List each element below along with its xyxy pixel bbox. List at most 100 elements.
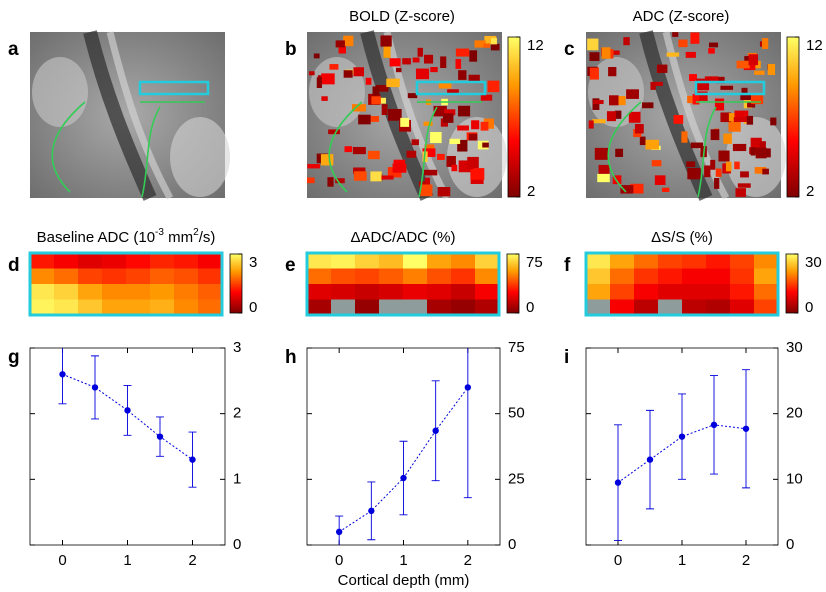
panel-label: g bbox=[8, 347, 20, 368]
activation-blob bbox=[321, 73, 335, 85]
heatmap-cell bbox=[730, 299, 755, 316]
colorbar-tick-label: 2 bbox=[806, 183, 814, 200]
x-tick-label: 1 bbox=[399, 552, 407, 569]
activation-blob bbox=[424, 144, 435, 152]
activation-blob bbox=[480, 94, 493, 101]
heatmap-cell bbox=[475, 253, 500, 269]
y-tick-label: 0 bbox=[508, 536, 516, 553]
activation-blob bbox=[681, 131, 688, 143]
heatmap-cell bbox=[78, 268, 103, 285]
heatmap-cell bbox=[682, 268, 707, 285]
activation-blob bbox=[654, 175, 666, 186]
activation-blob bbox=[710, 129, 720, 141]
heatmap-cell bbox=[78, 284, 103, 300]
sulcus bbox=[83, 30, 157, 201]
activation-blob bbox=[307, 177, 315, 184]
heatmap-cell bbox=[198, 253, 223, 269]
heatmap-cell bbox=[30, 253, 55, 269]
heatmap-cell bbox=[754, 284, 779, 300]
y-tick-label: 0 bbox=[233, 536, 241, 553]
activation-blob bbox=[748, 54, 758, 66]
activation-blob bbox=[672, 32, 679, 37]
data-point bbox=[59, 371, 66, 378]
heatmap-cell bbox=[78, 253, 103, 269]
activation-blob bbox=[642, 102, 654, 109]
data-point bbox=[335, 528, 343, 536]
activation-blob bbox=[381, 175, 394, 180]
activation-blob bbox=[335, 178, 345, 184]
data-point bbox=[91, 384, 99, 391]
heatmap-cell bbox=[355, 253, 380, 269]
heatmap-cell bbox=[475, 284, 500, 300]
heatmap-cell bbox=[379, 268, 404, 285]
panel-label: h bbox=[285, 347, 297, 368]
x-tick-label: 2 bbox=[188, 552, 196, 569]
heatmap-cell bbox=[355, 284, 380, 300]
activation-blob bbox=[608, 67, 617, 77]
activation-blob bbox=[487, 80, 500, 93]
activation-blob bbox=[673, 115, 684, 124]
heatmap-cell bbox=[610, 268, 635, 285]
heatmap-cell bbox=[174, 299, 199, 316]
gyrus bbox=[170, 117, 230, 197]
activation-blob bbox=[615, 148, 624, 157]
activation-blob bbox=[639, 136, 646, 146]
activation-blob bbox=[767, 63, 776, 76]
activation-blob bbox=[446, 155, 456, 167]
activation-blob bbox=[728, 120, 741, 132]
heatmap-cell bbox=[682, 253, 707, 269]
activation-blob bbox=[389, 58, 401, 67]
heatmap-cell bbox=[30, 284, 55, 300]
heatmap-cell bbox=[586, 268, 611, 285]
roi-border bbox=[28, 251, 224, 317]
heatmap-cell bbox=[658, 284, 683, 300]
heatmap-cell bbox=[54, 253, 79, 269]
y-tick-label: 20 bbox=[786, 405, 803, 422]
activation-blob bbox=[740, 171, 749, 178]
activation-blob bbox=[430, 66, 438, 73]
activation-blob bbox=[380, 97, 386, 104]
cortex-contour bbox=[328, 101, 363, 193]
heatmap-cell bbox=[427, 253, 452, 269]
colorbar-tick-label: 30 bbox=[805, 254, 822, 271]
activation-blob bbox=[654, 81, 663, 86]
heatmap-cell bbox=[54, 284, 79, 300]
title-part: Baseline ADC (10 bbox=[37, 229, 155, 246]
heatmap-cell bbox=[54, 299, 79, 316]
activation-blob bbox=[651, 160, 662, 167]
x-tick-label: 0 bbox=[614, 552, 622, 569]
activation-blob bbox=[423, 121, 433, 126]
roi-box bbox=[694, 80, 766, 96]
heatmap-cell bbox=[451, 268, 476, 285]
data-point bbox=[464, 384, 472, 391]
activation-blob bbox=[430, 131, 442, 144]
gyrus bbox=[588, 57, 644, 127]
activation-blob bbox=[321, 96, 328, 101]
activation-blob bbox=[468, 74, 480, 83]
gyrus bbox=[32, 57, 88, 127]
roi-border bbox=[305, 251, 501, 317]
activation-blob bbox=[623, 37, 630, 46]
heatmap-cell bbox=[730, 268, 755, 285]
colorbar bbox=[785, 253, 799, 314]
activation-blob bbox=[715, 76, 725, 84]
activation-blob bbox=[411, 139, 419, 146]
heatmap-cell bbox=[658, 268, 683, 285]
activation-blob bbox=[750, 147, 756, 156]
activation-blob bbox=[704, 76, 719, 82]
activation-blob bbox=[480, 121, 489, 131]
activation-blob bbox=[415, 68, 430, 80]
activation-blob bbox=[613, 96, 626, 106]
activation-blob bbox=[754, 70, 765, 75]
activation-blob bbox=[406, 150, 417, 158]
y-tick-label: 3 bbox=[233, 339, 241, 356]
heatmap-cell bbox=[379, 253, 404, 269]
y-tick-label: 10 bbox=[786, 470, 803, 487]
activation-blob bbox=[423, 54, 434, 64]
panel-label: b bbox=[285, 39, 297, 60]
heatmap-cell bbox=[307, 253, 332, 269]
heatmap-cell bbox=[150, 253, 175, 269]
plot-area bbox=[29, 347, 226, 546]
colorbar-tick-label: 0 bbox=[249, 299, 257, 316]
activation-blob bbox=[372, 86, 380, 96]
